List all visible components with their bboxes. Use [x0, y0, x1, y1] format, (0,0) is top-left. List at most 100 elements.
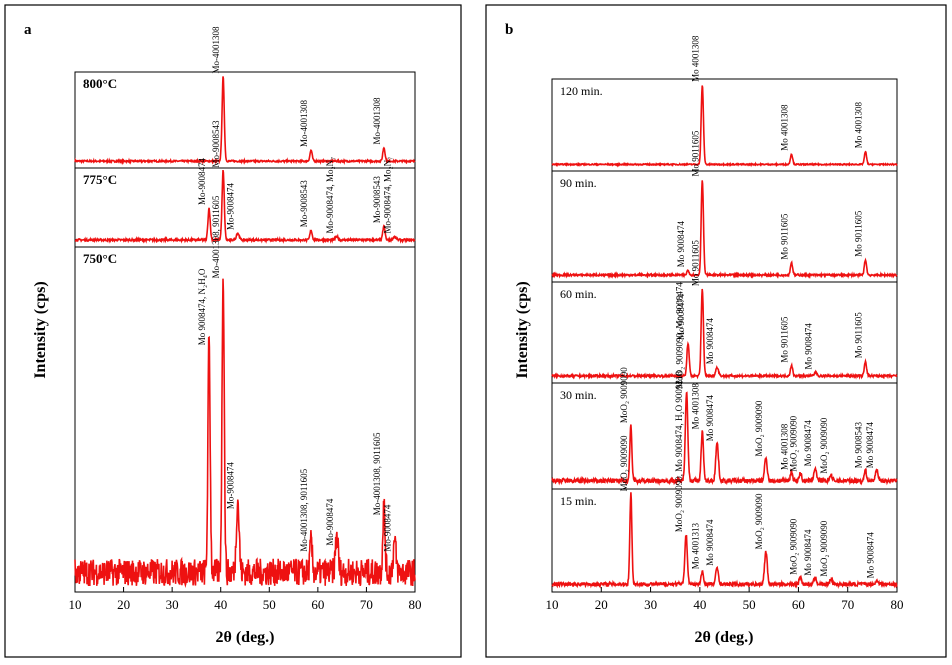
peak-label: Mo-4001308, 9011605 [211, 195, 221, 278]
xrd-trace [551, 180, 898, 279]
x-tick-label: 40 [693, 597, 706, 612]
peak-label: MoO₂ 9009090, Mo 9008474 [675, 282, 685, 389]
peak-label: MoO₂ 9009090 [619, 367, 629, 423]
peak-label: Mo-9008543 [372, 176, 382, 223]
peak-label: Mo-4001308, 9011605 [372, 432, 382, 515]
x-tick-label: 70 [841, 597, 854, 612]
subplot-frame [74, 167, 416, 248]
subplot-frame [551, 382, 898, 490]
peak-label: Mo 4001308 [854, 102, 864, 149]
peak-label: Mo-9008474 [325, 498, 335, 545]
peak-label: Mo 9011605 [854, 210, 864, 256]
panel-b-xlabel: 2θ (deg.) [694, 629, 753, 646]
peak-label: Mo-4001308 [372, 97, 382, 144]
peak-label: Mo-4001308 [211, 26, 221, 73]
panel-b-frame [485, 4, 947, 658]
x-tick-label: 80 [409, 597, 422, 612]
peak-label: MoO₂ 9009090 [819, 417, 829, 473]
peak-label: Mo-4001308, 9011605 [299, 468, 309, 551]
subplot-label: 90 min. [560, 176, 597, 190]
subplot-label: 120 min. [560, 84, 603, 98]
peak-label: MoO₂ 9009090 [788, 518, 798, 574]
peak-label: Mo 9008474, N₂H₄O [197, 268, 207, 345]
peak-label: Mo 9008474 [705, 318, 715, 365]
x-tick-label: 70 [360, 597, 373, 612]
peak-label: Mo 9008474 [803, 529, 813, 576]
peak-label: Mo 4001308 [690, 383, 700, 430]
x-tick-label: 60 [311, 597, 324, 612]
x-tick-label: 30 [166, 597, 179, 612]
subplot-label: 15 min. [560, 494, 597, 508]
x-tick-label: 60 [792, 597, 805, 612]
peak-label: Mo 9008474 [676, 293, 686, 340]
peak-label: MoO₂ 9009090 [754, 493, 764, 549]
peak-label: MoO₂ 9009090 [788, 415, 798, 471]
peak-label: Mo 9011605 [780, 316, 790, 362]
peak-label: MoO₂ 9009090 [619, 435, 629, 491]
peak-label: Mo 4001313 [690, 523, 700, 570]
xrd-trace [551, 492, 898, 589]
subplot-label: 750°C [83, 251, 117, 266]
peak-label: Mo 9011605 [690, 240, 700, 286]
x-tick-label: 10 [69, 597, 82, 612]
peak-label: Mo 9008474 [803, 420, 813, 467]
x-tick-label: 50 [743, 597, 756, 612]
subplot-frame [551, 281, 898, 384]
peak-label: Mo-9008474, Mo₂N₇ [383, 157, 393, 234]
peak-label: Mo-9008474 [226, 462, 236, 509]
x-tick-label: 30 [644, 597, 657, 612]
panel-a-label: a [24, 22, 32, 38]
peak-label: Mo-9008543 [211, 120, 221, 167]
peak-label: Mo-9008474 [383, 504, 393, 551]
peak-label: MoO₂ 9009090 [819, 520, 829, 576]
x-tick-label: 80 [891, 597, 904, 612]
peak-label: Mo 4001308 [690, 35, 700, 82]
panel-a-plot: 800°C Mo-4001308 Mo-4001308 Mo-4001308 775°C… [69, 26, 422, 612]
peak-label: Mo 9008474 [865, 421, 875, 468]
peak-label: MoO₂ 9009090, Mo 9008474, H₂O 9009218 [674, 371, 684, 533]
peak-label: Mo-9008474 [197, 158, 207, 205]
x-tick-label: 10 [546, 597, 559, 612]
x-tick-label: 20 [117, 597, 130, 612]
xrd-trace [74, 278, 416, 588]
subplot-label: 60 min. [560, 287, 597, 301]
subplot-frame [551, 170, 898, 283]
panel-b-ylabel: Intensity (cps) [514, 281, 531, 378]
xrd-trace [551, 391, 898, 486]
peak-label: Mo 9011605 [690, 130, 700, 176]
xrd-trace [551, 288, 898, 380]
peak-label: Mo 4001308 [780, 423, 790, 470]
xrd-trace [75, 169, 416, 244]
panel-a-frame [4, 4, 462, 658]
peak-label: Mo 9008474 [865, 532, 875, 579]
subplot-frame [551, 78, 898, 172]
xrd-trace [74, 76, 416, 166]
subplot-label: 775°C [83, 172, 117, 187]
subplot-label: 800°C [83, 76, 117, 91]
peak-label: Mo 9011605 [854, 312, 864, 358]
x-tick-label: 40 [214, 597, 227, 612]
subplot-frame [74, 71, 416, 169]
peak-label: Mo 9008543 [854, 421, 864, 468]
xrd-trace [551, 85, 898, 168]
peak-label: Mo-9008543 [299, 180, 309, 227]
subplot-frame [551, 488, 898, 593]
peak-label: Mo-4001308 [299, 100, 309, 147]
x-tick-label: 50 [263, 597, 276, 612]
subplot-frame [74, 246, 416, 593]
panel-b-plot: 120 min. Mo 4001308 Mo 4001308 Mo 4001308 90… [546, 35, 904, 612]
peak-label: Mo 9008474 [705, 394, 715, 441]
peak-label: MoO₂ 9009090 [754, 400, 764, 456]
subplot-label: 30 min. [560, 388, 597, 402]
panel-a-xlabel: 2θ (deg.) [215, 629, 274, 646]
peak-label: Mo 9011605 [780, 213, 790, 259]
x-tick-label: 20 [595, 597, 608, 612]
peak-label: Mo-9008474 [226, 183, 236, 230]
peak-label: Mo 9008474 [705, 519, 715, 566]
peak-label: Mo 4001308 [780, 104, 790, 151]
peak-label: Mo 9008474 [804, 323, 814, 370]
panel-a-ylabel: Intensity (cps) [32, 281, 49, 378]
peak-label: Mo-9008474, Mo₂N₇ [325, 157, 335, 234]
panel-b-label: b [505, 22, 513, 38]
